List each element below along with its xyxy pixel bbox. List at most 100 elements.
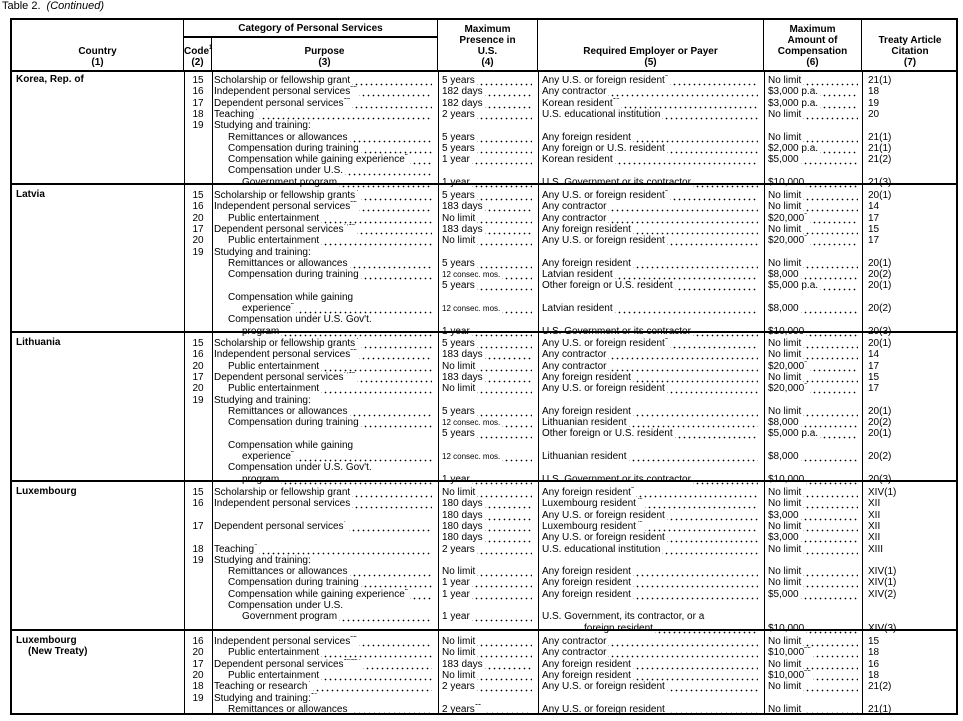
country-sublabel: (New Treaty) (28, 646, 88, 657)
dot-leader (632, 371, 758, 383)
employer-cell: Any U.S. or foreign resident (542, 509, 762, 521)
purpose-cell: Independent personal services 22 (214, 349, 436, 361)
presence-cell: 5 years (442, 338, 536, 349)
presence-cell: 12 consec. mos. (442, 303, 536, 314)
citation-cell-text: 15 (868, 371, 880, 383)
presence-cell-text: 1 year (442, 611, 470, 623)
code-cell: 20 (186, 361, 210, 372)
table-row: 17 Dependent personal services 7,13 183 day… (12, 371, 956, 383)
purpose-cell: Scholarship or fellowship grant (214, 487, 436, 498)
compensation-cell-text: No limit (768, 257, 802, 269)
purpose-cell: Independent personal services 22 (214, 86, 436, 98)
purpose-cell: Compensation under U.S. Gov't. (214, 314, 436, 325)
citation-cell: 20(1) (868, 280, 958, 291)
dot-leader (666, 142, 758, 154)
footnote-ref: 4 (254, 108, 258, 112)
purpose-cell-text: Compensation under U.S. Gov't. (228, 314, 372, 326)
citation-cell: 20(1) (868, 428, 958, 439)
footnote-ref: 4 (355, 190, 359, 193)
purpose-cell: Studying and training: (214, 247, 436, 258)
citation-cell: 15 (868, 636, 958, 647)
dot-leader (812, 647, 858, 659)
purpose-cell: Remittances or allowances (214, 405, 436, 417)
citation-cell: 20(1) (868, 258, 958, 269)
presence-cell: 180 days (442, 532, 536, 544)
citation-cell: 20(3) (868, 474, 958, 485)
column-divider (862, 185, 863, 331)
employer-cell-text: Any foreign resident (542, 566, 631, 578)
dot-leader (502, 451, 532, 462)
purpose-cell-text: Dependent personal services (214, 371, 344, 383)
table-row: 19 Studying and training: 10 (12, 693, 956, 704)
code-cell-text: 17 (192, 371, 204, 383)
purpose-cell-text: Remittances or allowances (228, 566, 348, 578)
dot-leader (632, 257, 758, 269)
citation-cell: 20(2) (868, 303, 958, 314)
employer-cell-text: Any foreign resident (542, 487, 631, 498)
code-cell-text: 19 (192, 246, 204, 258)
employer-cell-text: Latvian resident (542, 303, 613, 314)
table-row: 20 Public entertainment No limit Any contra… (12, 647, 956, 659)
employer-cell-text: Any foreign resident (542, 257, 631, 269)
presence-cell-text: 183 days (442, 223, 483, 235)
dot-leader (321, 383, 432, 395)
citation-cell: 17 (868, 383, 958, 394)
header-employer: Required Employer or Payer (5) (538, 20, 764, 70)
compensation-cell-text: No limit (768, 577, 802, 589)
footnote-ref: 2 (290, 303, 295, 306)
dot-leader (800, 154, 858, 166)
country-group: Latvia 15 Scholarship or fellowship grants… (12, 185, 958, 337)
citation-cell-text: XIV(3) (868, 622, 897, 634)
dot-leader (803, 577, 858, 589)
presence-cell-text: 180 days (442, 498, 483, 510)
dot-leader (806, 473, 858, 485)
citation-cell-text: XIV(1) (868, 566, 897, 578)
dot-leader (476, 405, 532, 417)
citation-cell-text: XIII (868, 543, 884, 555)
compensation-cell: $10,000 (768, 176, 862, 188)
presence-cell-text: 5 years (442, 257, 475, 269)
code-cell-text: 17 (192, 520, 204, 532)
dot-leader (476, 428, 532, 440)
dot-leader (608, 86, 758, 98)
dot-leader (484, 658, 532, 670)
table-caption: Table 2. (Continued) (2, 0, 104, 12)
purpose-cell-text: Compensation during training (228, 269, 359, 281)
employer-cell-text: Other foreign or U.S. resident (542, 280, 673, 292)
table-row: Compensation while gaining (12, 292, 956, 303)
compensation-cell-text: No limit (768, 190, 802, 201)
dot-leader (502, 269, 532, 281)
footnote-ref: 22 (350, 349, 357, 353)
employer-cell: Lithuanian resident (542, 417, 762, 429)
dot-leader (644, 498, 758, 510)
presence-cell-text: 1 year (442, 154, 470, 166)
employer-cell-text: Any contractor (542, 86, 607, 98)
citation-cell: 18 (868, 86, 958, 97)
presence-cell-text: No limit (442, 212, 476, 224)
footnote-ref: 5 (664, 338, 669, 341)
compensation-cell: $8,000 (768, 303, 862, 314)
presence-cell-text: 5 years (442, 405, 475, 417)
presence-cell: No limit (442, 647, 536, 659)
citation-cell-text: 18 (868, 669, 880, 681)
dot-leader (803, 349, 858, 361)
dot-leader (477, 566, 532, 578)
table-row: 15 Scholarship or fellowship grants 4 5 yea… (12, 338, 956, 349)
purpose-cell: Dependent personal services 13 (214, 97, 436, 109)
compensation-cell-text: No limit (768, 636, 802, 647)
code-cell: 16 (186, 86, 210, 97)
dot-leader (484, 223, 532, 235)
code-cell-text: 18 (192, 681, 204, 693)
presence-cell: No limit (442, 636, 536, 647)
code-cell-text: 20 (192, 360, 204, 372)
dot-leader (476, 257, 532, 269)
citation-cell: 21(3) (868, 177, 958, 188)
dot-leader (644, 520, 758, 532)
code-cell-text: 17 (192, 97, 204, 109)
code-cell: 19 (186, 693, 210, 704)
dot-leader (484, 498, 532, 510)
presence-cell-text: 182 days (442, 86, 483, 98)
category-header: Category of Personal Services (184, 20, 438, 38)
compensation-cell-text: $10,000 (768, 622, 805, 634)
code-cell-text: 18 (192, 543, 204, 555)
